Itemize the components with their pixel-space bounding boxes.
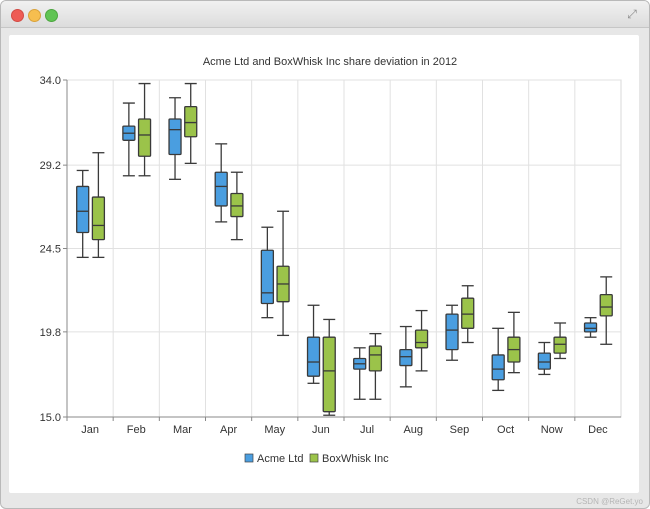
- box-boxwhisk-oct: [507, 311, 521, 374]
- x-tick-label: Jun: [312, 424, 330, 436]
- x-tick-label: Mar: [173, 424, 192, 436]
- box-body: [91, 196, 106, 241]
- x-tick-label: Jan: [81, 424, 99, 436]
- box-body: [461, 297, 475, 329]
- minimize-window-button[interactable]: [28, 9, 41, 22]
- legend-label-boxwhisk: BoxWhisk Inc: [322, 453, 389, 465]
- x-tick-label: Feb: [127, 424, 146, 436]
- y-tick-label: 34.0: [40, 75, 61, 87]
- box-acme-mar: [168, 97, 182, 180]
- box-acme-jan: [76, 169, 90, 259]
- box-boxwhisk-sep: [461, 285, 475, 344]
- box-acme-oct: [491, 327, 505, 392]
- y-tick-label: 19.8: [40, 327, 61, 339]
- x-tick-label: Aug: [403, 424, 423, 436]
- box-boxwhisk-feb: [137, 82, 152, 177]
- x-tick-label: Oct: [497, 424, 514, 436]
- fullscreen-icon[interactable]: ⤢: [627, 7, 637, 21]
- chart-view: Acme Ltd and BoxWhisk Inc share deviatio…: [9, 35, 639, 493]
- box-body: [445, 313, 459, 351]
- box-plot-chart: Acme Ltd and BoxWhisk Inc share deviatio…: [40, 56, 622, 465]
- zoom-window-button[interactable]: [45, 9, 58, 22]
- box-acme-jul: [353, 347, 367, 400]
- box-body: [414, 329, 429, 349]
- y-tick-label: 15.0: [40, 412, 61, 424]
- x-tick-label: Sep: [450, 424, 470, 436]
- watermark-text: CSDN @ReGet.yo: [576, 497, 643, 506]
- x-tick-label: May: [264, 424, 285, 436]
- box-boxwhisk-may: [276, 210, 290, 337]
- axes: 15.0 19.8 24.5 29.2 34.0 Jan Feb Mar Apr May Jun Ju…: [40, 75, 621, 436]
- box-body: [399, 348, 413, 367]
- chart-legend: Acme Ltd BoxWhisk Inc: [244, 453, 389, 465]
- box-body: [214, 171, 228, 207]
- grid-lines: [66, 79, 622, 418]
- box-boxwhisk-apr: [230, 171, 244, 241]
- box-acme-aug: [399, 325, 413, 388]
- box-body: [599, 293, 613, 317]
- box-body: [168, 118, 182, 156]
- legend-label-acme: Acme Ltd: [257, 453, 303, 465]
- box-acme-dec: [583, 317, 598, 338]
- legend-swatch-boxwhisk: [309, 453, 319, 463]
- y-tick-label: 24.5: [40, 244, 61, 256]
- x-tick-label: Dec: [588, 424, 608, 436]
- box-body: [260, 249, 275, 305]
- box-body: [368, 345, 383, 372]
- box-boxwhisk-jun: [322, 318, 336, 416]
- x-tick-label: Now: [541, 424, 563, 436]
- box-boxwhisk-jul: [368, 332, 383, 400]
- title-bar: ⤢: [1, 1, 649, 28]
- box-body: [322, 336, 336, 413]
- box-acme-apr: [214, 143, 228, 223]
- box-acme-sep: [445, 304, 459, 361]
- box-body: [306, 336, 321, 377]
- box-series-layer: [76, 82, 613, 416]
- y-tick-label: 29.2: [40, 160, 61, 172]
- box-body: [491, 354, 505, 381]
- box-body: [137, 118, 152, 157]
- box-boxwhisk-dec: [599, 276, 613, 345]
- box-boxwhisk-mar: [184, 82, 198, 165]
- close-window-button[interactable]: [11, 9, 24, 22]
- legend-swatch-acme: [244, 453, 254, 463]
- box-body: [537, 352, 552, 370]
- box-boxwhisk-aug: [414, 309, 429, 372]
- box-acme-jun: [306, 304, 321, 384]
- x-tick-label: Jul: [360, 424, 374, 436]
- box-body: [76, 185, 90, 234]
- box-acme-feb: [122, 102, 136, 177]
- box-acme-now: [537, 341, 552, 376]
- x-tick-label: Apr: [220, 424, 237, 436]
- box-boxwhisk-jan: [91, 152, 106, 259]
- box-body: [230, 192, 244, 218]
- box-body: [184, 105, 198, 138]
- box-acme-may: [260, 226, 275, 319]
- chart-title: Acme Ltd and BoxWhisk Inc share deviatio…: [203, 56, 457, 68]
- box-boxwhisk-now: [553, 322, 567, 360]
- box-body: [553, 336, 567, 354]
- box-body: [583, 322, 598, 333]
